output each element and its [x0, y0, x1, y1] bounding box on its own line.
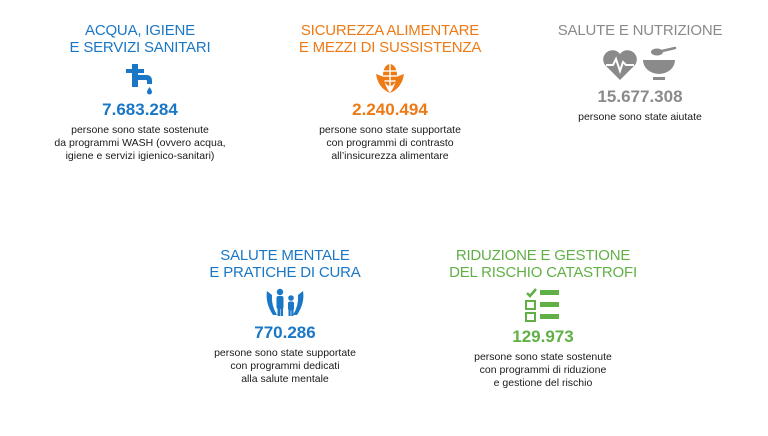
count-value: 2.240.494 — [352, 100, 428, 119]
card-water-sanitation: ACQUA, IGIENE E SERVIZI SANITARI 7.683.2… — [30, 22, 250, 163]
card-description: persone sono state supportate con progra… — [319, 124, 461, 162]
count-value: 770.286 — [254, 323, 316, 342]
family-hands-icon — [266, 288, 304, 316]
card-title: SICUREZZA ALIMENTARE E MEZZI DI SUSSISTE… — [298, 22, 482, 56]
card-title: RIDUZIONE E GESTIONE DEL RISCHIO CATASTR… — [449, 247, 637, 281]
card-disaster-risk: RIDUZIONE E GESTIONE DEL RISCHIO CATASTR… — [433, 247, 653, 390]
card-mental-health: SALUTE MENTALE E PRATICHE DI CURA 770.28… — [175, 247, 395, 386]
count-value: 129.973 — [512, 327, 574, 346]
count-value: 15.677.308 — [597, 87, 683, 106]
card-title: SALUTE MENTALE E PRATICHE DI CURA — [209, 247, 361, 281]
checklist-icon — [525, 288, 559, 322]
card-description: persone sono state sostenute da programm… — [54, 124, 226, 162]
corn-icon — [376, 64, 404, 93]
card-description: persone sono state aiutate — [578, 111, 702, 123]
heart-and-bowl-icon — [603, 46, 677, 80]
card-title: SALUTE E NUTRIZIONE — [557, 22, 723, 39]
count-value: 7.683.284 — [102, 100, 178, 119]
water-tap-icon — [126, 64, 152, 95]
card-health-nutrition: SALUTE E NUTRIZIONE 15.677.308 persone s… — [530, 22, 750, 124]
card-description: persone sono state supportate con progra… — [214, 347, 356, 385]
card-food-security: SICUREZZA ALIMENTARE E MEZZI DI SUSSISTE… — [280, 22, 500, 163]
card-title: ACQUA, IGIENE E SERVIZI SANITARI — [69, 22, 211, 56]
card-description: persone sono state sostenute con program… — [474, 351, 612, 389]
